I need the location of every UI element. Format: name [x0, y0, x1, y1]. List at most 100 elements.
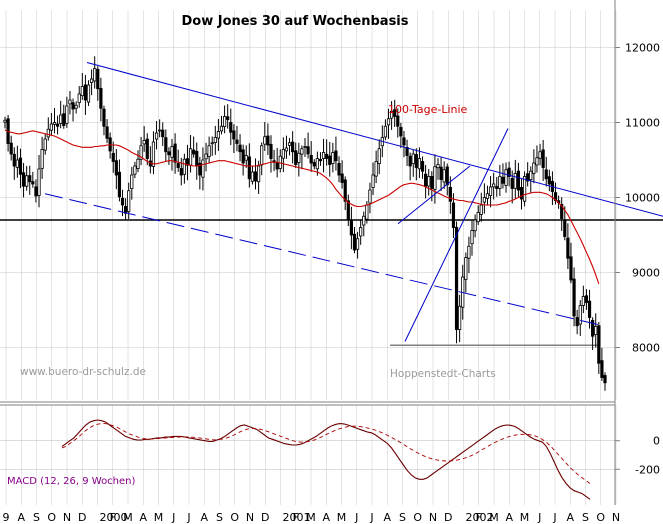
candle-body	[303, 146, 307, 148]
candle-body	[343, 179, 347, 202]
candle-body	[454, 226, 459, 330]
candle-body	[247, 156, 251, 180]
candle-body	[275, 162, 279, 170]
candle-body	[28, 175, 32, 183]
candle-body	[244, 155, 248, 161]
candle-body	[154, 132, 159, 140]
candle-body	[346, 200, 350, 221]
x-tick-label: O	[230, 511, 239, 524]
watermark-right: Hoppenstedt-Charts	[390, 368, 496, 380]
candle-body	[594, 326, 598, 335]
candle-body	[504, 169, 508, 186]
upper-trendline	[86, 62, 663, 217]
x-tick-label: M	[337, 511, 347, 524]
candle-body	[18, 157, 23, 175]
candle-body	[467, 245, 471, 259]
candle-body	[591, 319, 595, 337]
x-tick-label: 2000	[100, 511, 128, 524]
candle-body	[139, 145, 143, 160]
x-tick-label: F	[293, 511, 299, 524]
candle-body	[306, 146, 310, 155]
candle-body	[300, 148, 304, 155]
candle-body	[158, 129, 162, 132]
x-tick-label: J	[537, 511, 541, 524]
candle-body	[420, 161, 425, 172]
candle-body	[182, 158, 186, 175]
x-tick-label: S	[582, 511, 589, 524]
candle-body	[427, 176, 431, 187]
candle-body	[253, 171, 258, 182]
candle-body	[352, 233, 357, 251]
candle-body	[297, 152, 301, 163]
candle-body	[529, 170, 533, 180]
candle-body	[102, 108, 106, 127]
candle-body	[68, 99, 72, 105]
candle-body	[507, 167, 511, 177]
candle-body	[55, 123, 60, 127]
candle-body	[383, 125, 388, 138]
x-tick-label: J	[369, 511, 373, 524]
candle-body	[547, 176, 551, 185]
reference-lines	[0, 219, 663, 406]
candle-body	[291, 141, 295, 153]
candle-body	[424, 173, 428, 187]
candle-body	[603, 375, 607, 384]
candle-body	[108, 137, 112, 152]
candle-body	[495, 186, 499, 189]
candle-body	[321, 152, 326, 159]
candle-body	[105, 126, 109, 139]
candle-body	[402, 137, 406, 146]
rising-trendline	[404, 128, 509, 342]
candle-body	[111, 152, 115, 162]
candle-body	[526, 173, 530, 182]
x-tick-label: N	[63, 511, 71, 524]
candle-body	[510, 177, 514, 189]
candle-body	[250, 171, 255, 182]
candle-body	[142, 140, 146, 145]
x-tick-label: D	[444, 511, 452, 524]
y-tick-label: 12000	[625, 42, 660, 55]
candle-body	[362, 215, 366, 226]
candle-body	[560, 204, 564, 219]
candle-body	[337, 162, 341, 176]
candle-body	[52, 122, 57, 125]
candle-body	[287, 142, 292, 146]
candle-body	[12, 153, 16, 167]
x-tick-label: A	[566, 511, 574, 524]
candle-body	[192, 149, 196, 155]
candle-body	[501, 176, 505, 184]
candle-body	[541, 149, 545, 168]
candle-body	[522, 176, 527, 202]
candle-body	[516, 170, 521, 191]
candle-body	[238, 144, 242, 153]
candle-body	[43, 138, 47, 151]
x-tick-label: J	[171, 511, 175, 524]
x-tick-label: M	[489, 511, 499, 524]
macd-panel	[61, 419, 591, 500]
candle-body	[195, 150, 199, 167]
candle-body	[173, 143, 177, 163]
candle-body	[448, 186, 452, 202]
candle-body	[584, 295, 589, 303]
x-tick-label: O	[47, 511, 56, 524]
candle-body	[241, 149, 245, 164]
x-tick-label: 2001	[283, 511, 311, 524]
candle-body	[355, 238, 360, 250]
candle-body	[170, 146, 174, 158]
candle-body	[117, 171, 122, 198]
candle-body	[188, 148, 193, 166]
candle-body	[226, 116, 230, 120]
candle-body	[71, 102, 75, 110]
x-tick-label: 9	[3, 511, 10, 524]
candle-body	[201, 159, 205, 178]
candle-body	[386, 118, 391, 126]
candle-body	[213, 137, 217, 143]
x-tick-label: M	[520, 511, 530, 524]
candle-body	[600, 360, 604, 378]
ma-label: 100-Tage-Linie	[388, 103, 468, 116]
candle-body	[470, 230, 474, 245]
candle-body	[578, 305, 582, 325]
candle-body	[77, 93, 81, 104]
x-tick-label: A	[17, 511, 25, 524]
candle-body	[318, 158, 323, 162]
